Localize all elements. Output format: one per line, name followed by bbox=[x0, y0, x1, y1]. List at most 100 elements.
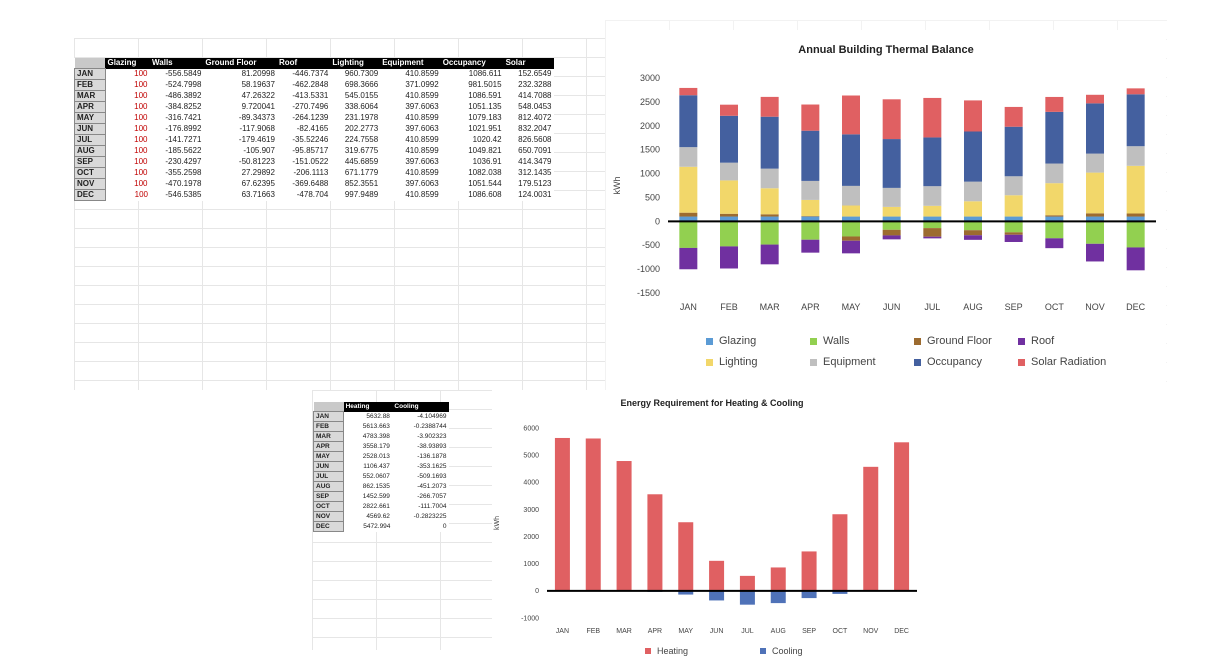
table-cell[interactable]: -176.8992 bbox=[165, 124, 202, 133]
table-cell[interactable]: 124.0031 bbox=[518, 190, 552, 199]
table-cell[interactable]: 812.4072 bbox=[518, 113, 552, 122]
table-cell[interactable]: 1036.91 bbox=[472, 157, 502, 166]
table-cell[interactable]: 100 bbox=[134, 179, 148, 188]
row-label[interactable]: NOV bbox=[74, 178, 106, 190]
table-cell[interactable]: 4783.398 bbox=[362, 433, 390, 440]
row-label[interactable]: JAN bbox=[312, 411, 345, 422]
table-cell[interactable]: -3.902323 bbox=[417, 433, 447, 440]
table-cell[interactable]: 100 bbox=[134, 157, 148, 166]
row-label[interactable]: OCT bbox=[312, 501, 345, 512]
table-cell[interactable]: 0 bbox=[442, 523, 447, 530]
table-cell[interactable]: 5613.663 bbox=[362, 423, 390, 430]
row-label[interactable]: JUL bbox=[312, 471, 345, 482]
row-label[interactable]: APR bbox=[312, 441, 345, 452]
table-cell[interactable]: -230.4297 bbox=[165, 157, 202, 166]
row-label[interactable]: AUG bbox=[312, 481, 345, 492]
table-cell[interactable]: -0.2823225 bbox=[413, 513, 447, 520]
table-cell[interactable]: -478.704 bbox=[296, 190, 329, 199]
table-cell[interactable]: 1079.183 bbox=[468, 113, 502, 122]
table-cell[interactable]: -524.7998 bbox=[165, 80, 202, 89]
table-cell[interactable]: -35.52246 bbox=[292, 135, 329, 144]
table-cell[interactable]: -355.2598 bbox=[165, 168, 202, 177]
table-cell[interactable]: 338.6064 bbox=[344, 102, 379, 111]
table-cell[interactable]: 100 bbox=[134, 190, 149, 199]
table-cell[interactable]: 100 bbox=[134, 146, 148, 155]
table-cell[interactable]: -95.85717 bbox=[292, 146, 329, 155]
table-cell[interactable]: -446.7374 bbox=[292, 69, 329, 78]
table-cell[interactable]: 852.3551 bbox=[344, 179, 379, 188]
table-cell[interactable]: 47.26322 bbox=[241, 91, 275, 100]
table-cell[interactable]: 152.6549 bbox=[518, 69, 552, 78]
row-label[interactable]: MAR bbox=[312, 431, 345, 442]
table-cell[interactable]: -206.1113 bbox=[293, 168, 329, 177]
table-cell[interactable]: 100 bbox=[134, 80, 148, 89]
table-cell[interactable]: -82.4165 bbox=[296, 124, 329, 133]
table-cell[interactable]: 100 bbox=[134, 91, 148, 100]
table-cell[interactable]: 319.6775 bbox=[344, 146, 379, 155]
table-cell[interactable]: 100 bbox=[134, 124, 148, 133]
table-cell[interactable]: -316.7421 bbox=[165, 113, 202, 122]
table-cell[interactable]: 552.0607 bbox=[362, 473, 390, 480]
table-cell[interactable]: 2822.661 bbox=[362, 503, 390, 510]
row-label[interactable]: JUN bbox=[312, 461, 345, 472]
table-cell[interactable]: 410.8599 bbox=[405, 69, 439, 78]
table-cell[interactable]: 960.7309 bbox=[344, 69, 379, 78]
table-cell[interactable]: 1020.42 bbox=[472, 135, 502, 144]
table-cell[interactable]: -509.1693 bbox=[417, 473, 447, 480]
table-cell[interactable]: 231.1978 bbox=[344, 113, 379, 122]
table-cell[interactable]: 312.1435 bbox=[518, 168, 552, 177]
table-cell[interactable]: 397.6063 bbox=[405, 102, 439, 111]
table-cell[interactable]: 410.8599 bbox=[405, 135, 439, 144]
table-cell[interactable]: 981.5015 bbox=[468, 80, 502, 89]
table-cell[interactable]: -141.7271 bbox=[165, 135, 202, 144]
table-cell[interactable]: 445.6859 bbox=[344, 157, 379, 166]
table-cell[interactable]: -179.4619 bbox=[238, 135, 275, 144]
table-cell[interactable]: 410.8599 bbox=[405, 168, 439, 177]
table-cell[interactable]: 410.8599 bbox=[405, 190, 439, 199]
table-cell[interactable]: 1452.599 bbox=[362, 493, 390, 500]
row-label[interactable]: MAY bbox=[312, 451, 345, 462]
table-cell[interactable]: -384.8252 bbox=[165, 102, 202, 111]
row-label[interactable]: JUN bbox=[74, 123, 106, 135]
table-cell[interactable]: -89.34373 bbox=[238, 113, 275, 122]
table-cell[interactable]: -117.9068 bbox=[239, 124, 275, 133]
table-cell[interactable]: 4569.62 bbox=[366, 513, 390, 520]
row-label[interactable]: MAY bbox=[74, 112, 106, 124]
table-cell[interactable]: 826.5608 bbox=[518, 135, 552, 144]
table-cell[interactable]: 3558.179 bbox=[362, 443, 390, 450]
table-cell[interactable]: 671.1779 bbox=[344, 168, 379, 177]
row-label[interactable]: FEB bbox=[74, 79, 106, 91]
table-cell[interactable]: -185.5622 bbox=[165, 146, 202, 155]
table-cell[interactable]: -556.5849 bbox=[165, 69, 202, 78]
row-label[interactable]: AUG bbox=[74, 145, 106, 157]
table-cell[interactable]: 414.7088 bbox=[518, 91, 552, 100]
table-cell[interactable]: -486.3892 bbox=[165, 91, 202, 100]
table-cell[interactable]: 232.3288 bbox=[518, 80, 552, 89]
table-cell[interactable]: -264.1239 bbox=[292, 113, 329, 122]
table-cell[interactable]: 1051.544 bbox=[468, 179, 502, 188]
table-cell[interactable]: -546.5385 bbox=[165, 190, 202, 199]
table-cell[interactable]: 100 bbox=[134, 168, 148, 177]
table-cell[interactable]: 58.19637 bbox=[241, 80, 275, 89]
row-label[interactable]: JAN bbox=[74, 68, 106, 80]
table-cell[interactable]: 414.3479 bbox=[518, 157, 552, 166]
table-cell[interactable]: -50.81223 bbox=[238, 157, 275, 166]
table-cell[interactable]: 1086.608 bbox=[468, 190, 502, 199]
table-cell[interactable]: -462.2848 bbox=[292, 80, 329, 89]
row-label[interactable]: DEC bbox=[312, 521, 345, 532]
table-cell[interactable]: -151.0522 bbox=[292, 157, 329, 166]
table-cell[interactable]: -353.1625 bbox=[417, 463, 447, 470]
table-cell[interactable]: 545.0155 bbox=[344, 91, 379, 100]
row-label[interactable]: NOV bbox=[312, 511, 345, 522]
table-cell[interactable]: 2528.013 bbox=[362, 453, 390, 460]
table-cell[interactable]: -111.7004 bbox=[418, 503, 447, 510]
table-cell[interactable]: 997.9489 bbox=[344, 190, 379, 199]
table-cell[interactable]: 397.6063 bbox=[405, 179, 439, 188]
table-cell[interactable]: 397.6063 bbox=[405, 124, 439, 133]
table-cell[interactable]: -4.104969 bbox=[417, 413, 447, 420]
table-cell[interactable]: 1106.437 bbox=[363, 463, 390, 470]
table-cell[interactable]: 224.7558 bbox=[344, 135, 379, 144]
table-cell[interactable]: 410.8599 bbox=[405, 146, 439, 155]
table-cell[interactable]: -451.2073 bbox=[417, 483, 447, 490]
table-cell[interactable]: -136.1878 bbox=[417, 453, 447, 460]
